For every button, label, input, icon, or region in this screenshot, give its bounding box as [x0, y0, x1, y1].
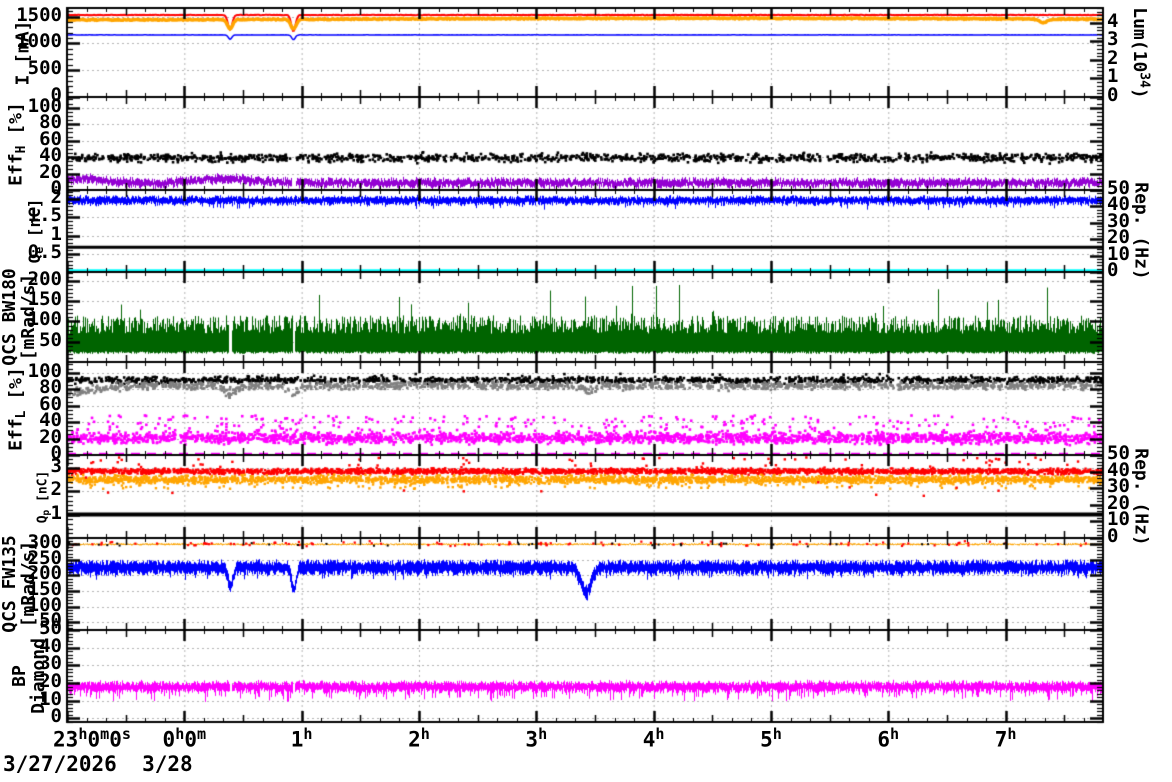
- y-tick-label-qcs-fw135: 250: [27, 546, 62, 569]
- axis-title-qe: Qe [nC]: [25, 198, 46, 264]
- right-y-tick-label-current-luminosity: 2: [1107, 46, 1119, 69]
- y-tick-label-eff-h: 100: [27, 94, 62, 117]
- x-tick-label: 23h0m0s: [53, 725, 131, 752]
- x-tick-label: 4h: [642, 725, 665, 752]
- right-y-tick-label-current-luminosity: 3: [1107, 28, 1119, 51]
- right-axis-title-qp: Rep. (Hz): [1130, 447, 1152, 546]
- x-tick-label: 7h: [994, 725, 1017, 752]
- right-axis-title-current-luminosity: Lum(1034): [1129, 6, 1152, 99]
- right-y-tick-label-current-luminosity: 0: [1107, 84, 1119, 106]
- axis-title-eff-l: EffL [%]: [5, 366, 29, 451]
- y-tick-label-qcs-bw180: 100: [27, 308, 62, 331]
- right-y-tick-label-current-luminosity: 4: [1107, 9, 1119, 32]
- right-y-tick-label-qp: 50: [1107, 442, 1130, 464]
- y-tick-label-qcs-bw180: 150: [27, 288, 62, 311]
- right-y-tick-label-qp: 40: [1107, 458, 1130, 481]
- y-tick-label-eff-l: 40: [39, 409, 62, 432]
- axis-title-qcs-bw180: QCS BW180 [mRad/s]: [0, 268, 39, 366]
- right-y-tick-label-current-luminosity: 1: [1107, 65, 1119, 88]
- right-y-tick-label-qe: 40: [1107, 193, 1130, 216]
- axis-title-current-luminosity: I [mA]: [12, 19, 34, 86]
- y-tick-label-qe: 0.5: [27, 240, 62, 263]
- x-tick-label: 0h0m: [162, 725, 207, 752]
- right-y-tick-label-qe: 50: [1107, 177, 1130, 199]
- y-tick-label-bp-diamond: 30: [39, 652, 62, 675]
- right-y-tick-label-qp: 30: [1107, 475, 1130, 498]
- right-y-tick-label-qp: 10: [1107, 508, 1130, 531]
- axis-title-eff-h: EffH [%]: [5, 101, 29, 186]
- y-tick-label-qcs-fw135: 50: [39, 609, 62, 632]
- right-y-tick-label-qp: 20: [1107, 491, 1130, 514]
- right-axis-title-qe: Rep. (Hz): [1130, 182, 1152, 280]
- y-tick-label-eff-l: 80: [39, 376, 62, 399]
- y-tick-label-eff-h: 60: [39, 127, 62, 150]
- y-tick-label-eff-h: 80: [39, 111, 62, 134]
- axis-title-bp-diamond: BP Diamond: [9, 638, 49, 714]
- y-tick-label-bp-diamond: 40: [39, 634, 62, 657]
- y-tick-label-bp-diamond: 10: [39, 687, 62, 710]
- y-tick-label-eff-h: 20: [39, 160, 62, 183]
- y-tick-label-eff-h: 40: [39, 144, 62, 167]
- y-tick-label-qp: 3: [50, 454, 62, 477]
- x-tick-label: 3h: [525, 725, 548, 752]
- date-label: 3/27/2026 3/28: [3, 752, 193, 776]
- x-tick-label: 1h: [290, 725, 313, 752]
- y-tick-label-qcs-fw135: 200: [27, 562, 62, 585]
- right-y-tick-label-qe: 30: [1107, 209, 1130, 232]
- y-tick-label-current-luminosity: 500: [27, 57, 62, 80]
- y-tick-label-eff-l: 60: [39, 392, 62, 415]
- y-tick-label-qe: 2: [50, 186, 62, 209]
- y-tick-label-qp: 1: [50, 501, 62, 524]
- y-tick-label-current-luminosity: 1000: [16, 30, 62, 53]
- axis-title-qp: Qp [nC]: [35, 470, 52, 523]
- x-tick-label: 6h: [877, 725, 900, 752]
- right-y-tick-label-qe: 10: [1107, 242, 1130, 265]
- y-tick-label-bp-diamond: 0: [50, 705, 62, 728]
- y-tick-label-qcs-fw135: 100: [27, 593, 62, 616]
- y-tick-label-eff-l: 100: [27, 359, 62, 382]
- y-tick-label-qcs-bw180: 200: [27, 267, 62, 290]
- right-y-tick-label-qe: 20: [1107, 226, 1130, 249]
- y-tick-label-qcs-bw180: 50: [39, 328, 62, 351]
- y-tick-label-qcs-fw135: 150: [27, 578, 62, 601]
- right-y-tick-label-qe: 0: [1107, 259, 1119, 281]
- y-tick-label-qcs-fw135: 300: [27, 531, 62, 554]
- y-tick-label-eff-l: 20: [39, 425, 62, 448]
- x-tick-label: 5h: [760, 725, 782, 752]
- y-tick-label-current-luminosity: 1500: [16, 3, 62, 26]
- y-tick-label-bp-diamond: 50: [39, 617, 62, 639]
- y-tick-label-current-luminosity: 0: [50, 84, 62, 106]
- y-tick-label-eff-h: 0: [50, 177, 62, 199]
- right-y-tick-label-qp: 0: [1107, 525, 1119, 547]
- y-tick-label-qe: 1.5: [27, 204, 62, 227]
- x-tick-label: 2h: [408, 725, 430, 752]
- y-tick-label-eff-l: 0: [50, 442, 62, 464]
- y-tick-label-qe: 1: [50, 222, 62, 245]
- y-tick-label-bp-diamond: 20: [39, 670, 62, 693]
- y-tick-label-qp: 2: [50, 478, 62, 501]
